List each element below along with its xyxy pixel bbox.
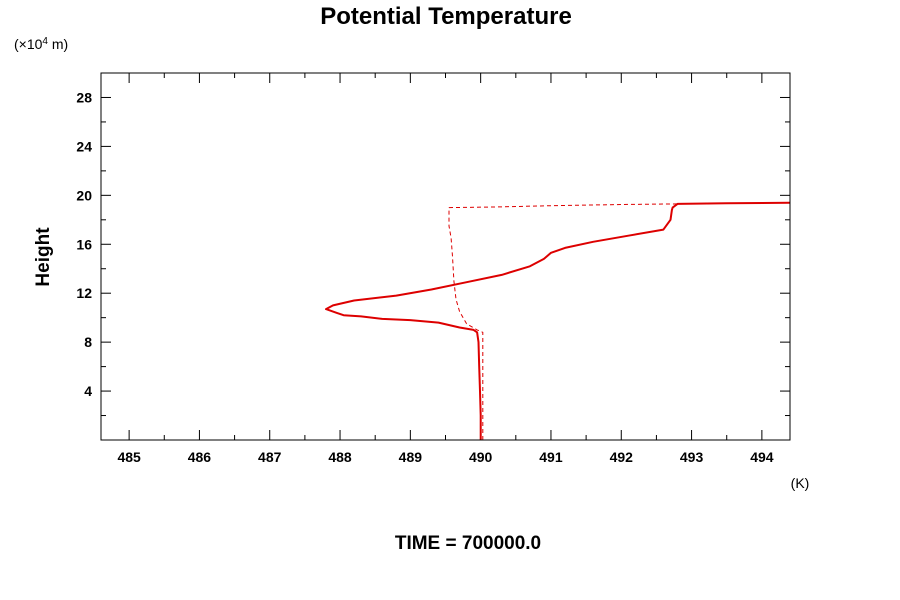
x-tick-label: 494: [750, 449, 774, 465]
y-tick-label: 24: [76, 138, 92, 154]
x-tick-label: 489: [399, 449, 423, 465]
series-dashed-line: [448, 202, 791, 440]
y-unit-suffix: m): [48, 36, 68, 52]
y-axis-label: Height: [33, 227, 54, 287]
y-unit-label: (×104 m): [14, 36, 68, 52]
series-solid-line: [325, 201, 791, 440]
x-tick-label: 493: [680, 449, 704, 465]
y-tick-label: 12: [76, 285, 92, 301]
y-tick-labels: 4 8 12 16 20 24 28: [76, 89, 92, 399]
x-tick-labels: 485 486 487 488 489 490 491 492 493 494: [117, 449, 773, 465]
axis-ticks: [101, 73, 790, 440]
y-tick-label: 20: [76, 187, 92, 203]
series-layer: [325, 201, 791, 440]
time-label: TIME = 700000.0: [395, 533, 541, 554]
x-tick-label: 488: [328, 449, 352, 465]
x-tick-label: 487: [258, 449, 282, 465]
x-tick-label: 492: [610, 449, 634, 465]
y-tick-label: 28: [76, 89, 92, 105]
y-tick-label: 16: [76, 236, 92, 252]
chart-title: Potential Temperature: [320, 3, 572, 30]
y-unit-prefix: (×10: [14, 36, 43, 52]
plot-frame: [100, 72, 791, 441]
y-unit-exponent: 4: [42, 36, 48, 47]
x-tick-label: 490: [469, 449, 493, 465]
x-unit-label: (K): [791, 475, 810, 491]
y-tick-label: 8: [84, 334, 92, 350]
y-tick-label: 4: [84, 383, 92, 399]
x-tick-label: 485: [117, 449, 141, 465]
x-tick-label: 491: [539, 449, 563, 465]
x-tick-label: 486: [188, 449, 212, 465]
